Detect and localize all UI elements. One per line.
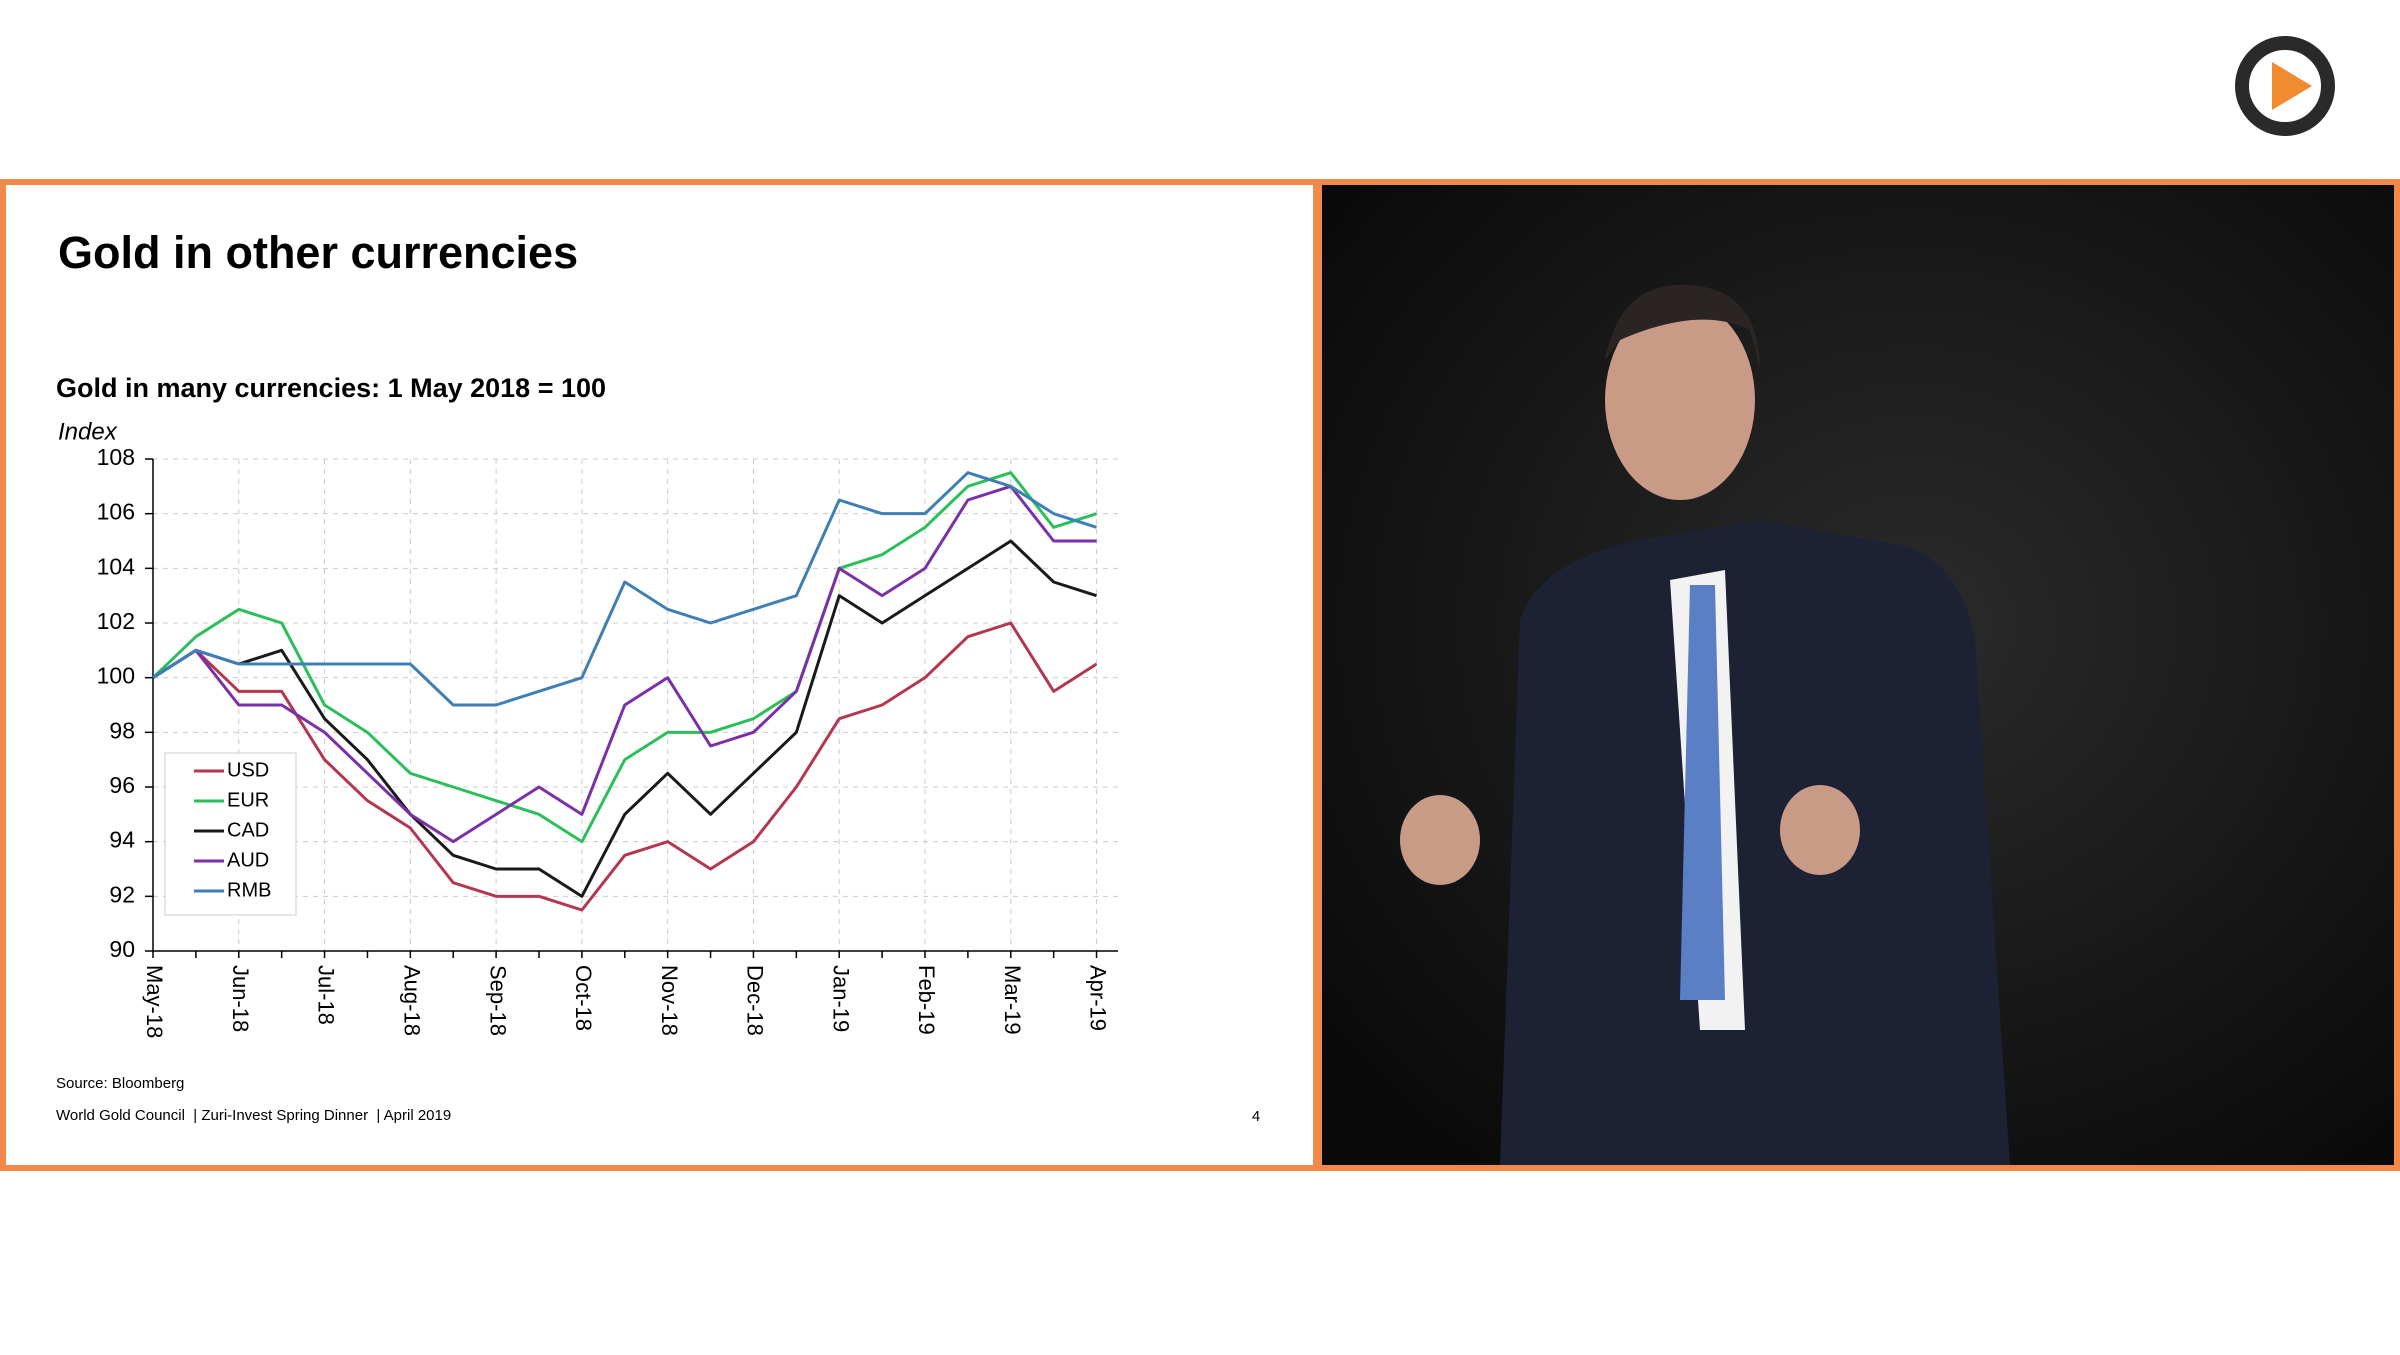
y-tick-label: 94: [109, 827, 135, 853]
series-line: [152, 471, 1098, 707]
x-tick-label: May-18: [142, 965, 167, 1038]
x-tick-label: Sep-18: [485, 965, 510, 1036]
x-tick-label: Jun-18: [228, 965, 253, 1032]
legend-box: [164, 752, 297, 916]
y-tick-label: 96: [109, 772, 135, 798]
legend-label: EUR: [227, 789, 269, 811]
x-tick-label: Dec-18: [743, 965, 768, 1036]
x-tick-label: Jan-19: [828, 965, 853, 1032]
y-axis-label: Index: [58, 418, 118, 445]
legend-label: RMB: [227, 879, 271, 901]
x-tick-label: Aug-18: [400, 965, 425, 1036]
legend-label: CAD: [227, 819, 269, 841]
y-tick-label: 104: [97, 553, 136, 579]
source: Source: Bloomberg: [56, 1075, 184, 1092]
x-tick-label: Apr-19: [1086, 965, 1111, 1031]
series-line: [152, 484, 1097, 844]
speaker: [1400, 284, 2010, 1165]
y-tick-label: 92: [109, 881, 135, 907]
page-number: 4: [1252, 1108, 1260, 1125]
series-line: [151, 471, 1098, 844]
y-tick-label: 102: [97, 608, 135, 634]
x-tick-label: Mar-19: [1000, 965, 1025, 1035]
x-tick-label: Feb-19: [914, 965, 939, 1035]
footer: World Gold Council | Zuri-Invest Spring …: [56, 1107, 451, 1124]
legend-label: AUD: [227, 849, 269, 871]
logo: [2235, 36, 2335, 136]
y-tick-label: 100: [97, 663, 135, 689]
y-tick-label: 98: [109, 717, 135, 743]
y-tick-label: 90: [109, 936, 135, 962]
x-tick-label: Nov-18: [657, 965, 682, 1036]
x-tick-label: Oct-18: [571, 965, 596, 1031]
series-line: [152, 539, 1098, 898]
chart: 90 92 94 96 98 100 102 104 106 108 May-18 Jun-18 Jul…: [97, 444, 1118, 1038]
slide-title: Gold in other currencies: [58, 227, 578, 278]
x-tick-label: Jul-18: [314, 965, 339, 1025]
legend-label: USD: [227, 759, 269, 781]
chart-title: Gold in many currencies: 1 May 2018 = 10…: [56, 373, 606, 403]
y-tick-label: 108: [97, 444, 135, 470]
y-tick-label: 106: [97, 499, 135, 525]
series-line: [152, 621, 1098, 912]
